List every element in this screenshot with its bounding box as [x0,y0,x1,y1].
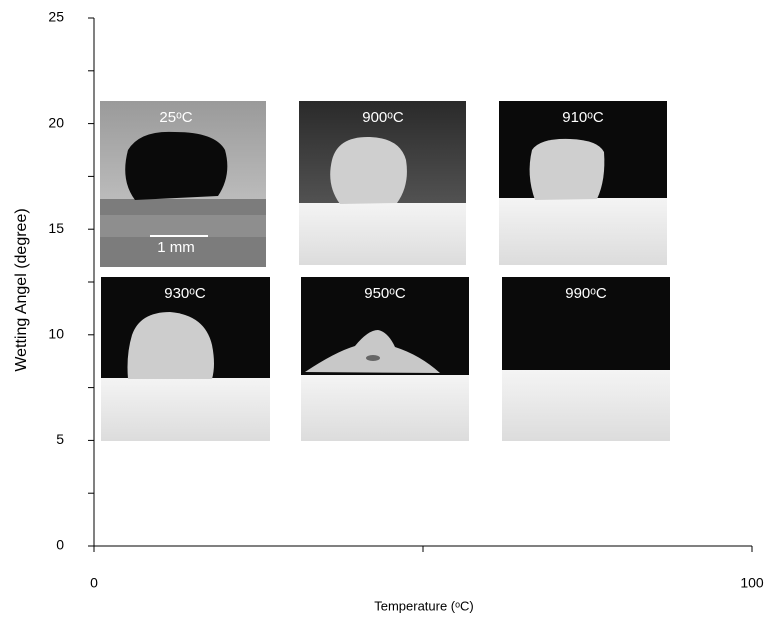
inset-label: 950ᵒC [364,285,406,302]
inset-label: 910ᵒC [562,109,604,126]
y-tick-label: 5 [56,431,64,447]
inset-image: 950ᵒC [301,277,469,441]
y-tick-label: 10 [48,326,64,342]
x-tick-label: 100 [740,575,764,591]
x-axis-label: Temperature (ᵒC) [374,598,474,613]
inset-label: 25ᵒC [159,109,192,126]
page: 25ᵒC 1 mm 900ᵒC 910ᵒC 930ᵒC 950ᵒC 990ᵒC … [0,0,769,620]
inset-label: 900ᵒC [362,109,404,126]
inset-image: 910ᵒC [499,101,667,265]
inset-image: 930ᵒC [101,277,270,441]
inset-label: 930ᵒC [164,285,206,302]
inset-image: 25ᵒC 1 mm [100,101,266,267]
scale-bar-label: 1 mm [157,239,195,256]
y-tick-label: 20 [48,114,64,130]
inset-image: 990ᵒC [502,277,670,441]
y-tick-label: 25 [48,9,64,25]
x-tick-label: 0 [90,575,98,591]
y-axis-label: Wetting Angel (degree) [13,208,30,371]
chart: 25ᵒC 1 mm 900ᵒC 910ᵒC 930ᵒC 950ᵒC 990ᵒC … [0,0,769,620]
inset-label: 990ᵒC [565,285,607,302]
y-tick-label: 0 [56,537,64,553]
y-tick-label: 15 [48,220,64,236]
inset-image: 900ᵒC [299,101,466,265]
